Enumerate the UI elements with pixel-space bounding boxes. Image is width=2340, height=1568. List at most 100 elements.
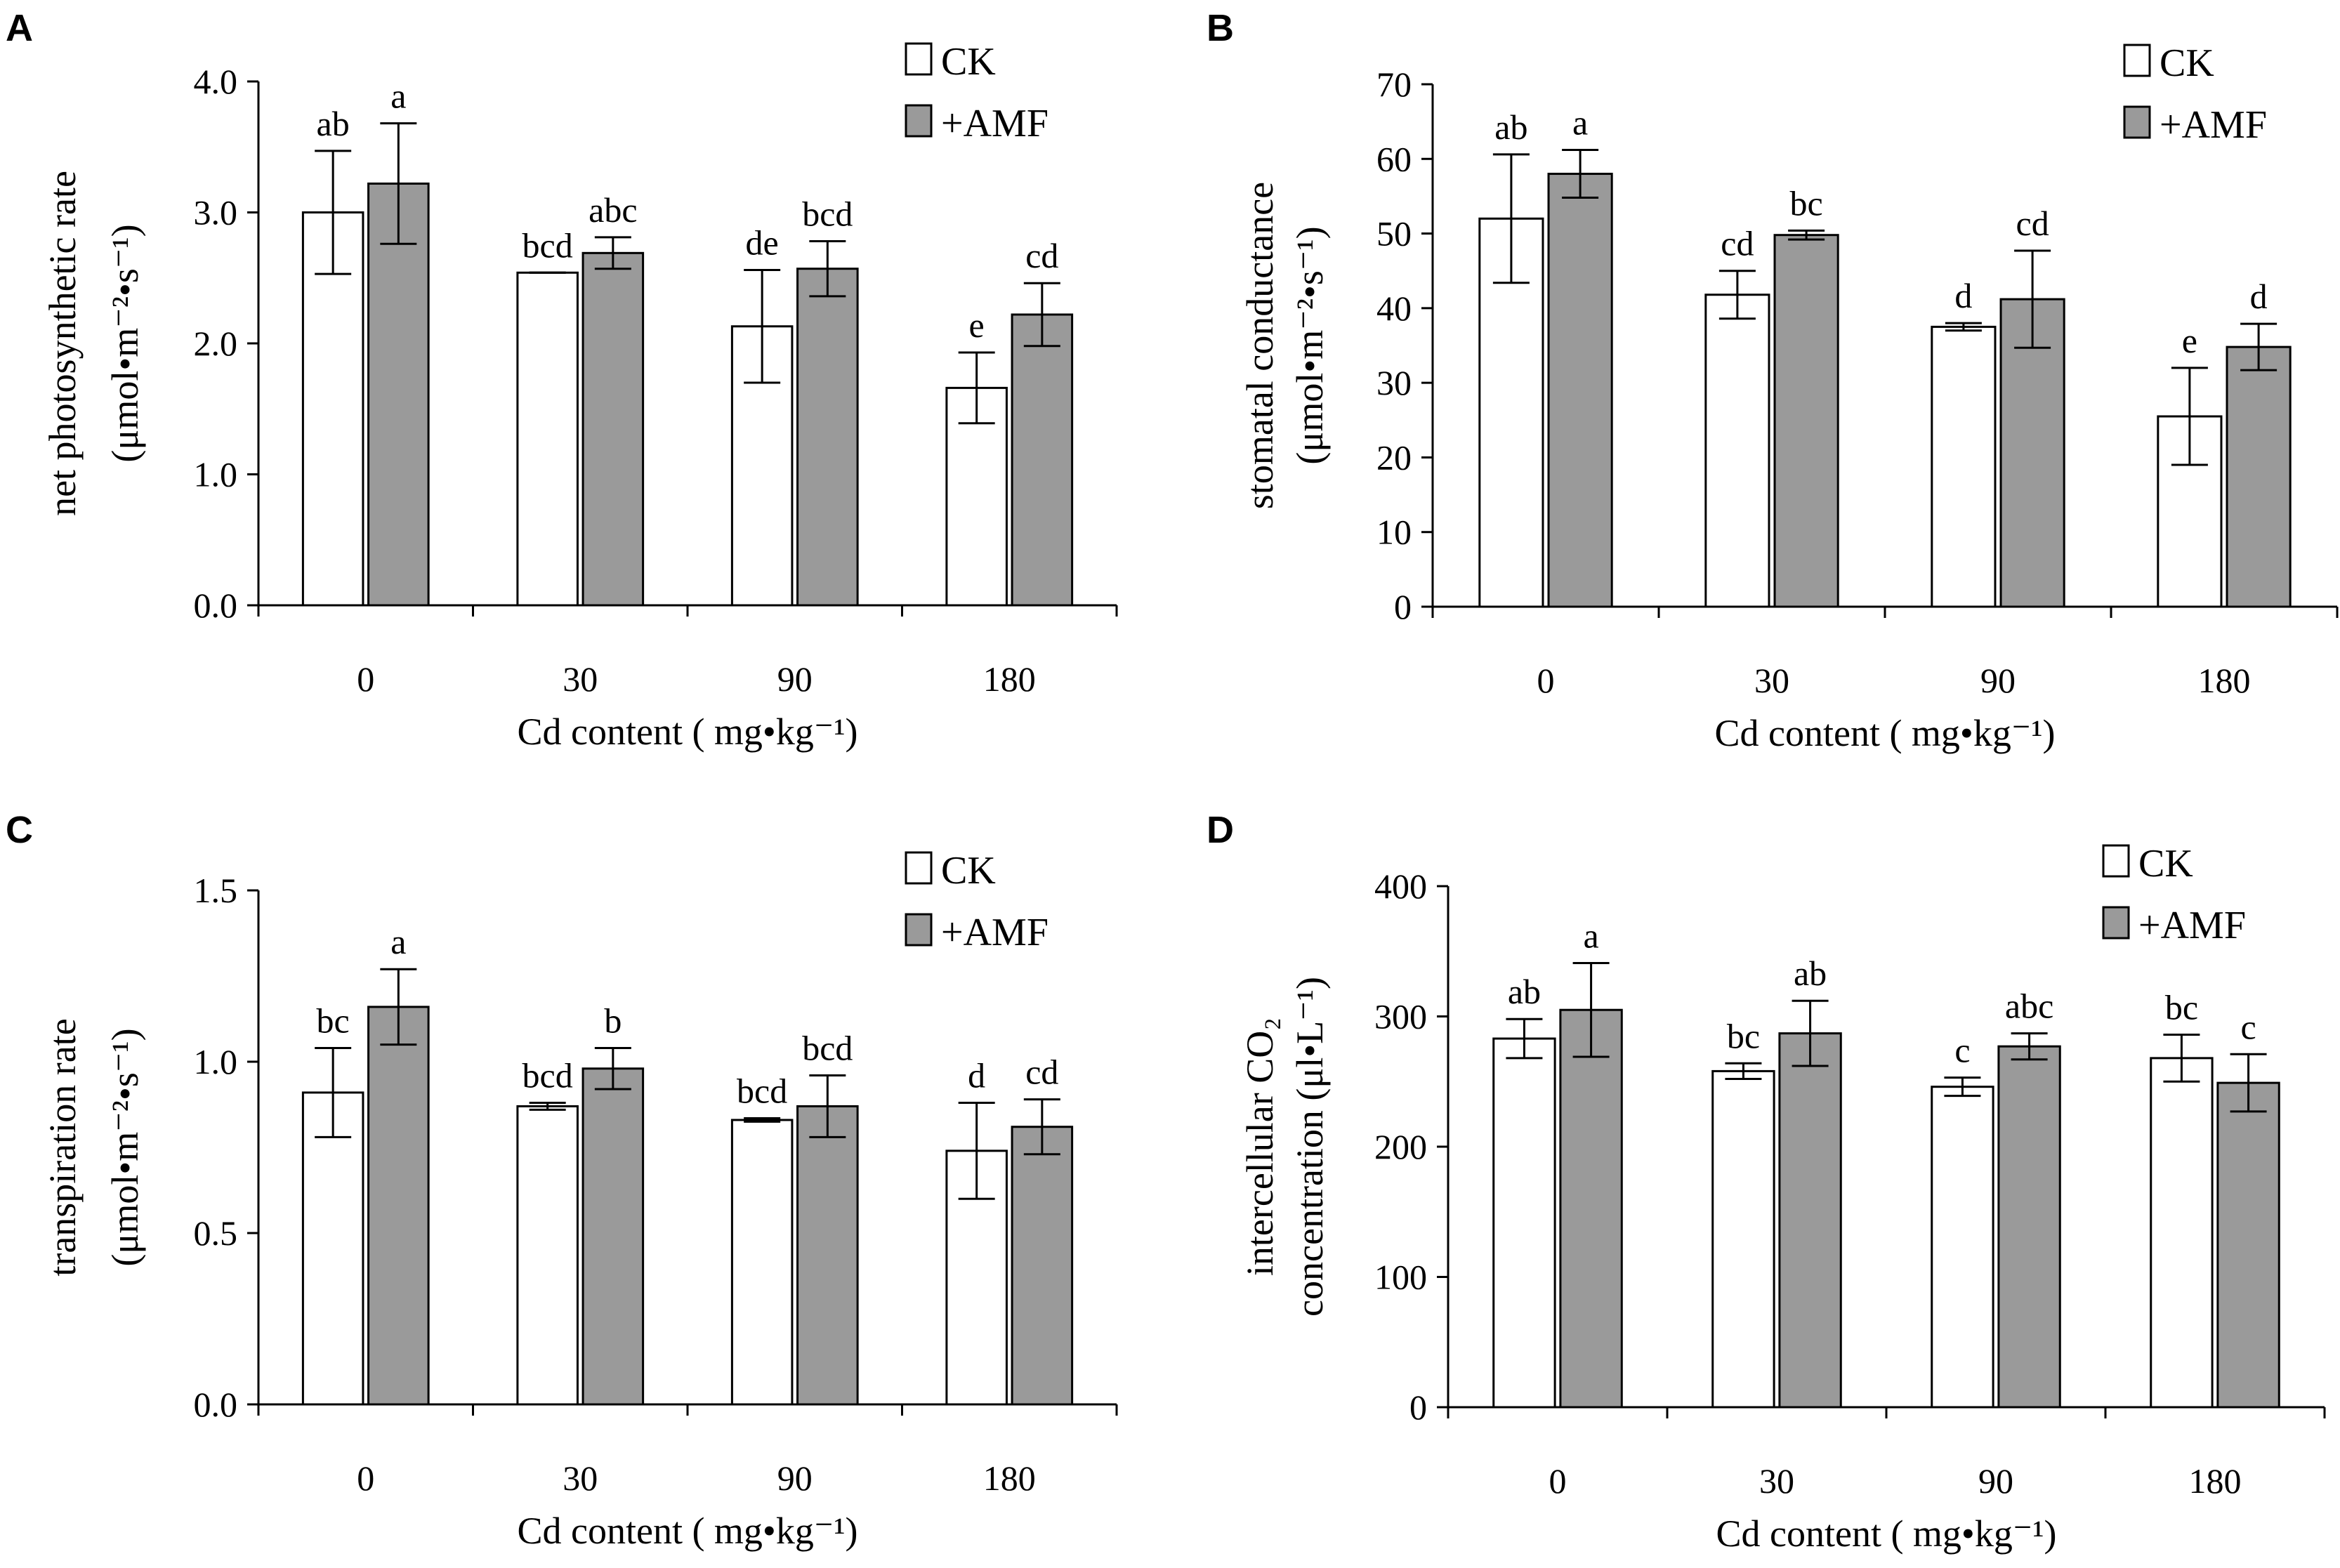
y-axis-label: net photosynthetic rate xyxy=(41,171,84,516)
legend: CK +AMF xyxy=(905,40,1049,145)
y-tick-label: 0.0 xyxy=(194,1385,238,1424)
significance-label: d xyxy=(2250,277,2268,316)
significance-label: bc xyxy=(1790,183,1823,223)
bar-amf xyxy=(1547,173,1613,608)
bar-ck xyxy=(1492,1037,1556,1409)
bar-amf xyxy=(581,251,645,607)
significance-label: ab xyxy=(317,104,350,143)
panel-letter: C xyxy=(6,809,33,851)
significance-label: de xyxy=(746,223,779,263)
x-tick-label: 30 xyxy=(563,659,598,699)
significance-label: e xyxy=(969,305,985,345)
significance-label: ab xyxy=(1508,972,1541,1011)
bar-amf xyxy=(796,268,859,607)
significance-label: bcd xyxy=(737,1072,787,1111)
y-axis-label: intercellular CO₂ xyxy=(1239,1017,1281,1276)
significance-label: cd xyxy=(1721,224,1754,263)
y-tick-label: 10 xyxy=(1376,513,1412,552)
significance-label: cd xyxy=(2016,204,2049,243)
bar-ck xyxy=(1704,294,1770,608)
legend: CK +AMF xyxy=(2102,842,2246,947)
significance-label: ab xyxy=(1494,107,1527,147)
bar-ck xyxy=(516,1105,579,1406)
bar-amf xyxy=(1011,313,1074,607)
legend-label-amf: +AMF xyxy=(2160,103,2267,147)
y-tick-label: 200 xyxy=(1374,1127,1427,1166)
significance-label: a xyxy=(390,77,406,116)
bar-ck xyxy=(2150,1057,2214,1409)
y-tick-label: 0 xyxy=(1394,587,1412,626)
y-tick-label: 2.0 xyxy=(194,324,238,363)
legend-swatch-amf xyxy=(2102,906,2130,940)
y-axis-unit-label: concentration (μl•L⁻¹) xyxy=(1289,977,1331,1317)
y-tick-label: 300 xyxy=(1374,997,1427,1036)
bar-amf xyxy=(2216,1081,2280,1409)
significance-label: bcd xyxy=(522,225,573,265)
y-tick-label: 30 xyxy=(1376,363,1412,402)
significance-label: abc xyxy=(2005,987,2053,1026)
bar-amf xyxy=(1999,298,2065,608)
legend-label-ck: CK xyxy=(941,849,996,892)
significance-label: a xyxy=(1583,916,1598,955)
significance-label: bc xyxy=(1727,1016,1760,1055)
significance-label: bc xyxy=(2165,987,2198,1027)
panel-letter: A xyxy=(6,7,33,49)
x-tick-label: 180 xyxy=(983,659,1036,699)
x-tick-label: 30 xyxy=(563,1458,598,1498)
y-tick-label: 4.0 xyxy=(194,62,238,101)
bar-ck xyxy=(516,271,579,607)
x-tick-label: 180 xyxy=(2189,1461,2242,1501)
bar-ck xyxy=(301,1091,364,1406)
significance-label: abc xyxy=(589,190,637,230)
x-axis-label: Cd content ( mg•kg⁻¹) xyxy=(517,1510,857,1552)
x-tick-label: 0 xyxy=(1549,1461,1567,1501)
x-tick-label: 90 xyxy=(777,659,813,699)
y-tick-label: 0.5 xyxy=(194,1213,238,1253)
bar-ck xyxy=(301,211,364,607)
legend-swatch-ck xyxy=(2102,844,2130,878)
y-tick-label: 70 xyxy=(1376,65,1412,104)
x-tick-label: 0 xyxy=(357,659,374,699)
y-tick-label: 40 xyxy=(1376,289,1412,328)
significance-label: e xyxy=(2182,321,2197,360)
legend-label-ck: CK xyxy=(2138,842,2193,885)
x-tick-label: 0 xyxy=(357,1458,374,1498)
y-axis-unit-label: (μmol•m⁻²•s⁻¹) xyxy=(1289,226,1331,464)
bar-amf xyxy=(1559,1008,1623,1409)
legend-label-ck: CK xyxy=(2160,41,2214,85)
x-tick-label: 30 xyxy=(1759,1461,1794,1501)
bar-ck xyxy=(730,1119,794,1406)
y-tick-label: 400 xyxy=(1374,867,1427,906)
legend-label-ck: CK xyxy=(941,40,996,84)
significance-label: bcd xyxy=(802,1029,853,1068)
y-tick-label: 1.0 xyxy=(194,1042,238,1081)
bar-amf xyxy=(1997,1045,2061,1409)
panel-letter: D xyxy=(1207,809,1234,851)
legend-swatch-ck xyxy=(2123,44,2151,77)
bar-amf xyxy=(367,1006,430,1406)
significance-label: b xyxy=(604,1001,622,1040)
y-tick-label: 0 xyxy=(1409,1388,1427,1427)
significance-label: c xyxy=(1954,1031,1970,1070)
significance-label: d xyxy=(1954,276,1972,315)
significance-label: d xyxy=(968,1056,985,1095)
bar-ck xyxy=(1931,1086,1994,1409)
x-tick-label: 90 xyxy=(1980,661,2016,700)
panel-a: A0.01.02.03.04.00aba30bcdabc90debcd180ec… xyxy=(6,7,1118,753)
bar-amf xyxy=(1773,234,1839,608)
legend-label-amf: +AMF xyxy=(2138,904,2246,947)
x-axis-label: Cd content ( mg•kg⁻¹) xyxy=(1716,1513,2056,1555)
legend-swatch-amf xyxy=(905,104,933,138)
significance-label: c xyxy=(2240,1007,2256,1046)
legend-swatch-amf xyxy=(905,913,933,947)
legend-swatch-ck xyxy=(905,42,933,76)
legend: CK +AMF xyxy=(905,849,1049,954)
x-axis-label: Cd content ( mg•kg⁻¹) xyxy=(1714,712,2055,754)
y-tick-label: 0.0 xyxy=(194,586,238,625)
bar-amf xyxy=(2226,345,2292,608)
y-tick-label: 20 xyxy=(1376,437,1412,477)
